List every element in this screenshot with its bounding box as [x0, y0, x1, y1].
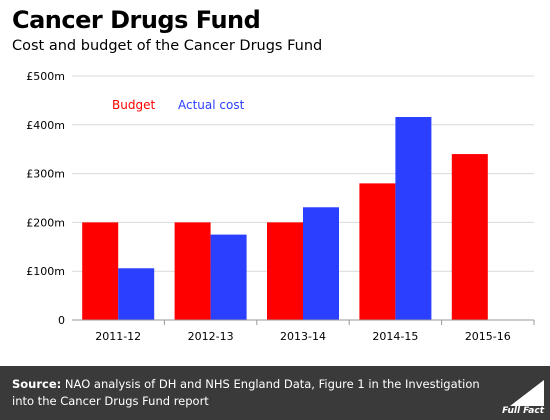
x-tick-label: 2015-16 [465, 330, 511, 343]
x-tick-label: 2011-12 [95, 330, 141, 343]
bar-budget-2012-13 [174, 222, 211, 320]
bar-budget-2015-16 [451, 154, 488, 320]
source-text: NAO analysis of DH and NHS England Data,… [12, 377, 480, 408]
bar-actual-cost-2012-13 [210, 234, 247, 320]
chart-title: Cancer Drugs Fund [12, 6, 261, 34]
legend: Budget Actual cost [112, 98, 245, 112]
bar-actual-cost-2014-15 [395, 116, 432, 320]
bar-budget-2013-14 [267, 222, 303, 320]
y-tick-label: £200m [26, 216, 65, 229]
source-note: Source: NAO analysis of DH and NHS Engla… [12, 376, 492, 410]
y-axis-ticks: 0 £100m £200m £300m £400m £500m [26, 70, 65, 327]
y-tick-label: £400m [26, 119, 65, 132]
x-tick-label: 2012-13 [188, 330, 234, 343]
logo-text: Full Fact [502, 406, 544, 416]
y-tick-label: £500m [26, 70, 65, 83]
full-fact-logo: Full Fact [498, 378, 544, 416]
chart-subtitle: Cost and budget of the Cancer Drugs Fund [12, 38, 323, 54]
source-label: Source: [12, 377, 62, 391]
x-tick-label: 2014-15 [372, 330, 418, 343]
y-tick-label: £100m [26, 265, 65, 278]
x-axis-ticks: 2011-12 2012-13 2013-14 2014-15 2015-16 [95, 320, 535, 343]
bars [82, 116, 488, 320]
y-tick-label: £300m [26, 168, 65, 181]
bar-actual-cost-2013-14 [303, 207, 339, 320]
source-footer: Source: NAO analysis of DH and NHS Engla… [0, 366, 550, 420]
bar-chart: 0 £100m £200m £300m £400m £500m 2011-12 2012-1… [26, 70, 535, 343]
x-tick-label: 2013-14 [280, 330, 326, 343]
legend-item-budget: Budget [112, 98, 155, 112]
y-tick-label: 0 [58, 314, 65, 327]
bar-budget-2011-12 [82, 222, 119, 320]
bar-actual-cost-2011-12 [118, 268, 155, 320]
bar-budget-2014-15 [359, 183, 396, 320]
logo-triangle-icon [510, 380, 544, 406]
legend-item-actual-cost: Actual cost [178, 98, 245, 112]
